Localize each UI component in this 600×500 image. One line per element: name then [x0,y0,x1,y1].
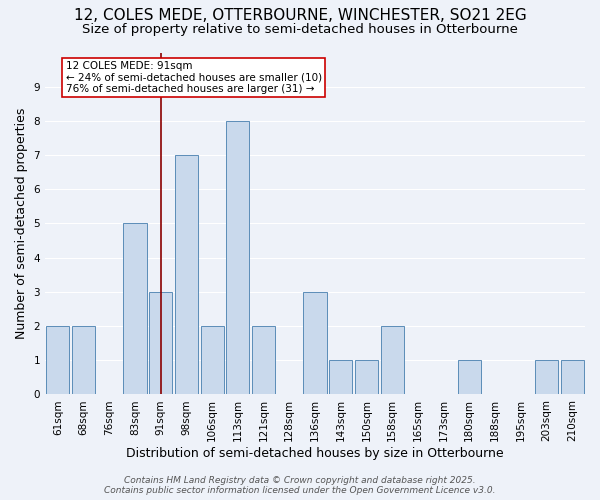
Bar [252,326,275,394]
Bar [149,292,172,394]
Bar [72,326,95,394]
Text: Size of property relative to semi-detached houses in Otterbourne: Size of property relative to semi-detach… [82,22,518,36]
Bar [560,360,584,394]
Bar [200,326,224,394]
Bar [458,360,481,394]
Bar [535,360,558,394]
Bar [226,121,250,394]
X-axis label: Distribution of semi-detached houses by size in Otterbourne: Distribution of semi-detached houses by … [126,447,504,460]
Bar [175,155,198,394]
Bar [304,292,326,394]
Bar [355,360,378,394]
Bar [46,326,70,394]
Bar [124,224,146,394]
Bar [380,326,404,394]
Text: 12, COLES MEDE, OTTERBOURNE, WINCHESTER, SO21 2EG: 12, COLES MEDE, OTTERBOURNE, WINCHESTER,… [74,8,526,22]
Bar [329,360,352,394]
Y-axis label: Number of semi-detached properties: Number of semi-detached properties [15,108,28,339]
Text: 12 COLES MEDE: 91sqm
← 24% of semi-detached houses are smaller (10)
76% of semi-: 12 COLES MEDE: 91sqm ← 24% of semi-detac… [65,61,322,94]
Text: Contains HM Land Registry data © Crown copyright and database right 2025.
Contai: Contains HM Land Registry data © Crown c… [104,476,496,495]
